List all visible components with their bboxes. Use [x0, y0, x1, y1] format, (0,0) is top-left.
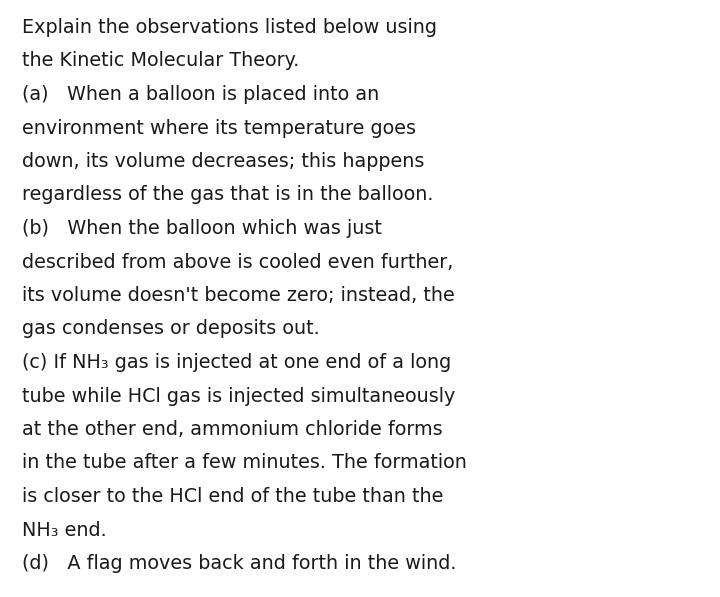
Text: described from above is cooled even further,: described from above is cooled even furt… — [22, 253, 454, 272]
Text: regardless of the gas that is in the balloon.: regardless of the gas that is in the bal… — [22, 186, 433, 205]
Text: tube while HCl gas is injected simultaneously: tube while HCl gas is injected simultane… — [22, 386, 455, 405]
Text: (b)   When the balloon which was just: (b) When the balloon which was just — [22, 219, 382, 238]
Text: is closer to the HCl end of the tube than the: is closer to the HCl end of the tube tha… — [22, 487, 444, 506]
Text: the Kinetic Molecular Theory.: the Kinetic Molecular Theory. — [22, 51, 300, 70]
Text: in the tube after a few minutes. The formation: in the tube after a few minutes. The for… — [22, 454, 467, 472]
Text: environment where its temperature goes: environment where its temperature goes — [22, 118, 416, 137]
Text: down, its volume decreases; this happens: down, its volume decreases; this happens — [22, 152, 424, 171]
Text: its volume doesn't become zero; instead, the: its volume doesn't become zero; instead,… — [22, 286, 455, 305]
Text: NH₃ end.: NH₃ end. — [22, 521, 107, 540]
Text: gas condenses or deposits out.: gas condenses or deposits out. — [22, 319, 320, 338]
Text: (c) If NH₃ gas is injected at one end of a long: (c) If NH₃ gas is injected at one end of… — [22, 353, 451, 372]
Text: (a)   When a balloon is placed into an: (a) When a balloon is placed into an — [22, 85, 379, 104]
Text: (d)   A flag moves back and forth in the wind.: (d) A flag moves back and forth in the w… — [22, 554, 456, 573]
Text: at the other end, ammonium chloride forms: at the other end, ammonium chloride form… — [22, 420, 443, 439]
Text: Explain the observations listed below using: Explain the observations listed below us… — [22, 18, 437, 37]
